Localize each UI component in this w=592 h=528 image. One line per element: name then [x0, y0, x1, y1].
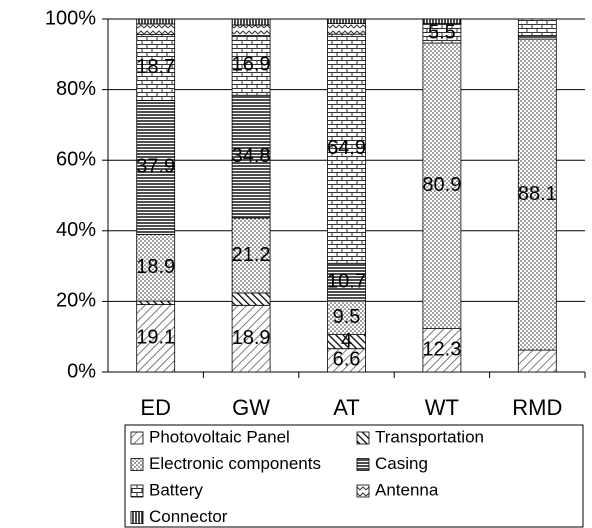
- bar-segment: [231, 292, 271, 306]
- x-tick-label: WT: [425, 395, 459, 420]
- data-label: 18.9: [232, 327, 271, 349]
- bar-segment: [517, 38, 557, 351]
- bar-segment: [231, 35, 271, 96]
- data-label: 5.5: [428, 22, 456, 44]
- bar-segment: [136, 100, 176, 235]
- bar-segment: [231, 94, 271, 219]
- bar-segment: [136, 34, 176, 101]
- y-tick-label: 40%: [56, 219, 96, 241]
- legend-label: Casing: [375, 454, 428, 473]
- legend-label: Battery: [149, 480, 203, 499]
- data-label: 34.8: [232, 145, 271, 167]
- data-label: 4: [341, 330, 352, 352]
- y-tick-label: 20%: [56, 290, 96, 312]
- data-label: 80.9: [422, 174, 461, 196]
- bar-segment: [422, 18, 462, 24]
- y-tick-label: 0%: [67, 360, 96, 382]
- legend-swatch: [356, 484, 370, 498]
- data-label: 37.9: [136, 156, 175, 178]
- data-label: 21.2: [232, 244, 271, 266]
- bar-segment: [422, 328, 462, 373]
- legend-box: [124, 424, 584, 528]
- data-label: 12.3: [422, 339, 461, 361]
- legend-swatch: [130, 431, 144, 445]
- x-tick-label: ED: [140, 395, 171, 420]
- data-label: 6.6: [333, 349, 361, 371]
- legend-label: Connector: [149, 507, 228, 526]
- data-label: 16.9: [232, 54, 271, 76]
- data-label: 10.7: [327, 270, 366, 292]
- x-tick-label: RMD: [512, 395, 562, 420]
- bar-segment: [327, 300, 366, 335]
- bar-segment: [231, 304, 271, 373]
- bar-segment: [517, 18, 557, 36]
- bar-segment: [422, 42, 462, 329]
- legend-label: Transportation: [375, 427, 484, 446]
- bar-segment: [517, 349, 557, 373]
- legend-swatch: [356, 431, 370, 445]
- legend-swatch: [130, 511, 144, 524]
- x-tick-label: AT: [333, 395, 359, 420]
- bar-segment: [136, 18, 176, 25]
- bar-segment: [327, 18, 366, 24]
- data-label: 88.1: [518, 183, 557, 205]
- bar-segment: [231, 18, 271, 26]
- bar-segment: [136, 300, 176, 305]
- data-label: 9.5: [333, 306, 361, 328]
- legend-swatch: [130, 458, 144, 471]
- bar-segment: [136, 304, 176, 373]
- legend-swatch: [130, 484, 144, 498]
- y-tick-label: 80%: [56, 78, 96, 100]
- y-tick-label: 60%: [56, 148, 96, 170]
- bar-segment: [327, 23, 366, 35]
- bar-segment: [136, 233, 176, 302]
- data-label: 64.9: [327, 137, 366, 159]
- x-tick-label: GW: [232, 395, 270, 420]
- legend-label: Photovoltaic Panel: [149, 427, 290, 446]
- legend-label: Electronic components: [149, 454, 321, 473]
- y-tick-label: 100%: [45, 7, 96, 29]
- bar-segment: [136, 23, 176, 35]
- legend-label: Antenna: [375, 480, 439, 499]
- bar-segment: [231, 24, 271, 36]
- bar-segment: [517, 35, 557, 40]
- legend-swatch: [356, 458, 370, 471]
- data-label: 18.9: [136, 256, 175, 278]
- data-label: 19.1: [136, 327, 175, 349]
- data-label: 18.7: [136, 56, 175, 78]
